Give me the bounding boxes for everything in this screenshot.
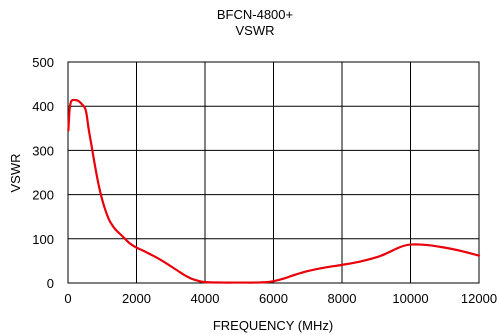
x-tick-label-2: 4000 — [191, 291, 220, 306]
grid-lines — [67, 61, 480, 284]
chart-title: BFCN-4800+ — [217, 7, 293, 22]
x-axis-ticks: 0 2000 4000 6000 8000 10000 12000 — [64, 291, 497, 306]
vswr-series-line — [67, 98, 481, 284]
y-tick-label-0: 0 — [47, 276, 54, 291]
x-tick-label-5: 10000 — [392, 291, 428, 306]
y-tick-label-3: 300 — [32, 143, 54, 158]
y-tick-label-5: 500 — [32, 55, 54, 70]
y-tick-label-2: 200 — [32, 188, 54, 203]
y-tick-label-4: 400 — [32, 99, 54, 114]
y-tick-label-1: 100 — [32, 232, 54, 247]
y-axis-label: VSWR — [8, 154, 23, 193]
x-tick-label-0: 0 — [64, 291, 71, 306]
plot-frame — [67, 61, 480, 284]
x-tick-label-1: 2000 — [122, 291, 151, 306]
y-axis-ticks: 0 100 200 300 400 500 — [32, 55, 54, 291]
x-tick-label-4: 8000 — [328, 291, 357, 306]
chart-subtitle: VSWR — [236, 23, 275, 38]
x-axis-label: FREQUENCY (MHz) — [213, 318, 333, 333]
x-tick-label-6: 12000 — [461, 291, 497, 306]
x-tick-label-3: 6000 — [259, 291, 288, 306]
